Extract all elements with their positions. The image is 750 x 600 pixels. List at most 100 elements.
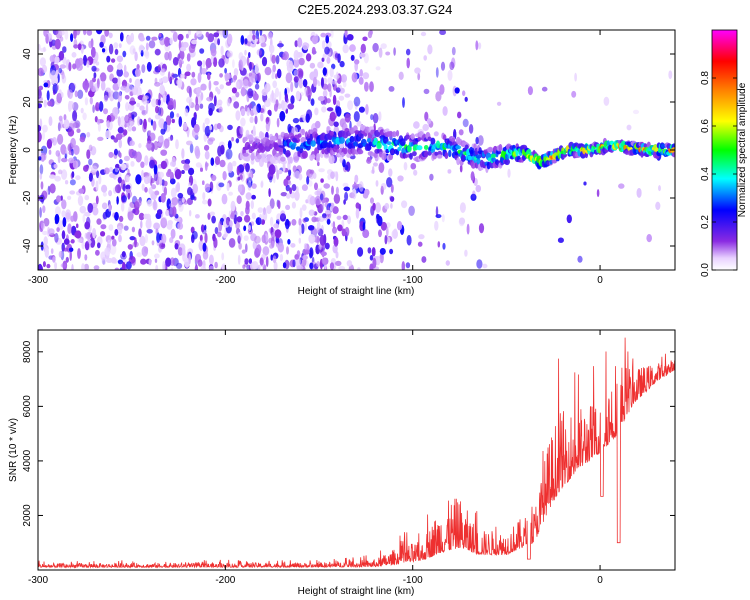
spectrogram-signal-blob [353,141,358,147]
spectrogram-noise-blob [87,203,94,213]
spectrogram-signal-blob [427,136,432,142]
spectrogram-signal-blob [357,149,364,155]
spectrogram-noise-blob [365,104,369,115]
spectrogram-noise-blob [427,44,433,55]
spectrogram-signal-blob [368,141,373,147]
spectrogram-noise-blob [272,64,276,73]
spectrogram-noise-blob [423,88,430,95]
spectrogram-noise-blob [248,258,252,264]
spectrogram-noise-blob [344,226,350,237]
spectrogram-noise-blob [157,135,164,143]
spectrogram-noise-blob [171,118,175,124]
spectrogram-signal-blob [456,157,461,166]
spectrogram-noise-blob [342,81,347,88]
spectrogram-noise-blob [140,50,144,57]
spectrogram-noise-blob [421,256,427,263]
spectrogram-noise-blob [482,263,488,269]
spectrogram-noise-blob [128,103,135,112]
spectrogram-noise-blob [136,252,142,258]
spectrogram-noise-blob [320,190,326,200]
spectrogram-noise-blob [370,197,374,204]
spectrogram-noise-blob [170,187,177,198]
spectrogram-noise-blob [163,180,168,187]
spectrogram-noise-blob [136,64,140,70]
spectrogram-noise-blob [338,95,345,101]
spectrogram-noise-blob [333,74,340,79]
spectrogram-noise-blob [373,162,378,167]
spectrogram-signal-blob [467,155,473,161]
spectrogram-noise-blob [235,110,241,121]
spectrogram-noise-blob [434,220,439,231]
spectrogram-signal-blob [338,136,345,144]
spectrogram-noise-blob [632,109,640,115]
spectrogram-noise-blob [160,217,167,229]
spectrogram-noise-blob [131,126,137,132]
spectrogram-signal-blob [470,161,476,169]
spectrogram-noise-blob [151,98,157,108]
spectrogram-noise-blob [359,181,364,192]
spectrogram-noise-blob [193,124,200,133]
spectrogram-noise-blob [151,98,157,108]
spectrogram-signal-blob [373,152,378,159]
spectrogram-noise-blob [58,169,63,175]
spectrogram-noise-blob [61,157,68,163]
spectrogram-noise-blob [260,181,264,188]
spectrogram-noise-blob [244,49,247,56]
spectrogram-noise-blob [354,174,359,184]
spectrogram-noise-blob [163,186,167,196]
spectrogram-noise-blob [62,260,68,270]
spectrogram-noise-blob [99,41,104,48]
spectrogram-noise-blob [286,175,291,181]
spectrogram-noise-blob [326,218,331,225]
spectrogram-noise-blob [496,101,502,106]
spectrogram-noise-blob [38,85,43,91]
spectrogram-noise-blob [257,207,264,214]
spectrogram-noise-blob [125,261,132,270]
spectrogram-noise-blob [378,111,382,122]
spectrogram-noise-blob [299,117,304,123]
spectrogram-noise-blob [353,111,360,122]
spectrogram-noise-blob [49,174,56,179]
spectrogram-noise-blob [367,156,371,162]
spectrogram-noise-blob [141,109,147,116]
spectrogram-noise-blob [161,76,169,83]
spectrogram-noise-blob [323,183,331,189]
spectrogram-noise-blob [165,257,172,267]
spectrogram-noise-blob [55,206,61,216]
spectrogram-noise-blob [308,209,315,216]
spectrogram-noise-blob [255,30,259,40]
spectrogram-noise-blob [202,199,208,205]
spectrogram-noise-blob [251,212,256,220]
spectrogram-noise-blob [146,199,153,207]
spectrogram-noise-blob [105,87,111,93]
spectrogram-noise-blob [177,33,184,41]
spectrogram-noise-blob [38,131,42,143]
spectrogram-noise-blob [401,261,405,270]
spectrogram-signal-blob [399,138,406,147]
spectrogram-noise-blob [48,228,55,236]
spectrogram-noise-blob [60,144,67,155]
spectrogram-noise-blob [127,210,134,221]
spectrogram-noise-blob [146,140,153,151]
spectrogram-noise-blob [153,222,161,230]
spectrogram-noise-blob [406,57,410,69]
spectrogram-noise-blob [197,60,203,67]
spectrogram-noise-blob [292,259,296,268]
spectrogram-noise-blob [322,213,327,219]
spectrogram-noise-blob [309,247,314,258]
spectrogram-signal-blob [395,130,400,137]
spectrogram-noise-blob [190,194,195,201]
spectrogram-noise-blob [303,217,309,222]
spectrogram-noise-blob [282,262,287,269]
spectrogram-noise-blob [200,264,207,270]
spectrogram-noise-blob [333,193,341,204]
colorbar: 0.0 0.2 0.4 0.6 0.8 Normalized spectral ampl… [700,29,748,277]
spectrogram-noise-blob [178,116,183,127]
spectrogram-noise-blob [43,82,49,88]
spectrogram-noise-blob [181,247,186,256]
spectrogram-signal-blob [386,141,392,146]
spectrogram-noise-blob [116,55,124,63]
spectrogram-noise-blob [38,89,41,97]
spectrogram-noise-blob [77,57,84,66]
